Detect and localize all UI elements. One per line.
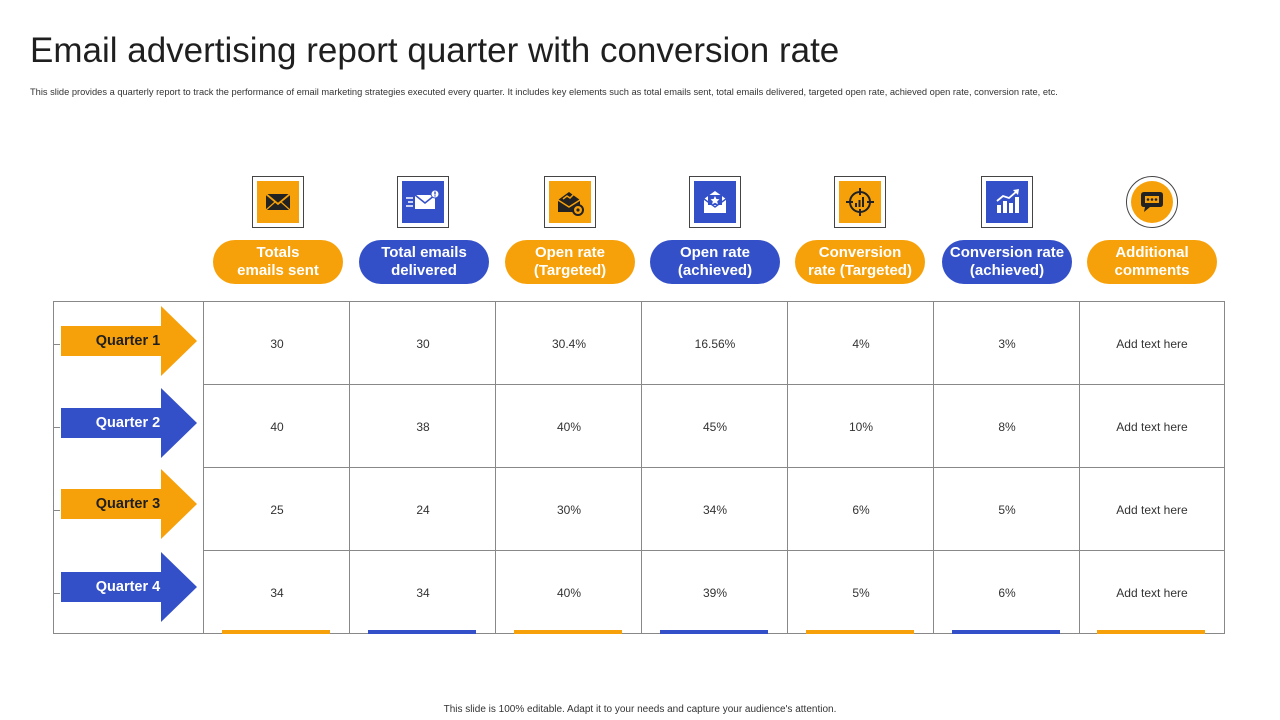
column-header-open-rate-targeted: Open rate (Targeted) [505, 240, 635, 284]
column-accent-bar [806, 630, 914, 634]
open-envelope-target-icon [549, 181, 591, 223]
column-accent-bar [514, 630, 622, 634]
column-header-open-rate-achieved: Open rate (achieved) [650, 240, 780, 284]
table-border-top [53, 301, 1225, 302]
table-cell: 4% [852, 336, 870, 351]
row-label-text: Quarter 4 [95, 579, 161, 595]
column-icon-box-4 [689, 176, 741, 228]
table-cell: Add text here [1116, 336, 1188, 351]
table-cell: 34 [270, 585, 284, 600]
table-cell: 30% [556, 502, 582, 517]
row-label-quarter-3: Quarter 3 [61, 469, 197, 539]
table-tick [53, 344, 60, 345]
table-cell: 3% [998, 336, 1016, 351]
table-border-bottom [53, 633, 1225, 634]
row-label-quarter-2: Quarter 2 [61, 388, 197, 458]
table-cell: 6% [998, 585, 1016, 600]
table-cell: 6% [852, 502, 870, 517]
growth-chart-icon [986, 181, 1028, 223]
column-header-total-emails-delivered: Total emails delivered [359, 240, 489, 284]
table-cell: 40 [270, 419, 284, 434]
table-tick [53, 593, 60, 594]
table-cell: 25 [270, 502, 284, 517]
table-border-left [53, 301, 54, 634]
column-accent-bar [1097, 630, 1205, 634]
table-divider [203, 467, 1225, 468]
table-cell: Add text here [1116, 419, 1188, 434]
table-cell: 34% [702, 502, 728, 517]
row-label-quarter-4: Quarter 4 [61, 552, 197, 622]
chat-bubble-icon [1131, 181, 1173, 223]
footer-note: This slide is 100% editable. Adapt it to… [443, 704, 837, 715]
column-icon-box-5 [834, 176, 886, 228]
column-accent-bar [368, 630, 476, 634]
column-header-totals-emails-sent: Totals emails sent [213, 240, 343, 284]
page-title: Email advertising report quarter with co… [30, 31, 840, 70]
table-cell: 16.56% [694, 336, 736, 351]
email-delivered-icon [402, 181, 444, 223]
table-cell: 34 [416, 585, 430, 600]
envelope-icon [257, 181, 299, 223]
table-cell: 39% [702, 585, 728, 600]
table-divider [203, 550, 1225, 551]
column-icon-box-6 [981, 176, 1033, 228]
row-label-quarter-1: Quarter 1 [61, 306, 197, 376]
table-cell: 5% [998, 502, 1016, 517]
table-cell: 30 [416, 336, 430, 351]
table-divider [203, 384, 1225, 385]
column-icon-box-1 [252, 176, 304, 228]
table-cell: 24 [416, 502, 430, 517]
open-envelope-star-icon [694, 181, 736, 223]
column-icon-box-3 [544, 176, 596, 228]
table-cell: 8% [998, 419, 1016, 434]
table-cell: 45% [702, 419, 728, 434]
table-cell: 30 [270, 336, 284, 351]
column-header-conversion-rate-targeted: Conversion rate (Targeted) [795, 240, 925, 284]
column-header-additional-comments: Additional comments [1087, 240, 1217, 284]
table-tick [53, 510, 60, 511]
row-label-text: Quarter 3 [95, 496, 161, 512]
column-icon-box-2 [397, 176, 449, 228]
target-crosshair-icon [839, 181, 881, 223]
table-tick [53, 427, 60, 428]
column-accent-bar [952, 630, 1060, 634]
table-cell: 30.4% [551, 336, 587, 351]
row-label-text: Quarter 1 [95, 333, 161, 349]
table-cell: 5% [852, 585, 870, 600]
table-cell: 40% [556, 585, 582, 600]
table-cell: 38 [416, 419, 430, 434]
table-cell: Add text here [1116, 502, 1188, 517]
row-label-text: Quarter 2 [95, 415, 161, 431]
column-icon-box-7 [1126, 176, 1178, 228]
page-subtitle: This slide provides a quarterly report t… [30, 87, 1058, 97]
column-accent-bar [222, 630, 330, 634]
table-cell: 10% [848, 419, 874, 434]
column-accent-bar [660, 630, 768, 634]
table-cell: Add text here [1116, 585, 1188, 600]
table-cell: 40% [556, 419, 582, 434]
column-header-conversion-rate-achieved: Conversion rate (achieved) [942, 240, 1072, 284]
